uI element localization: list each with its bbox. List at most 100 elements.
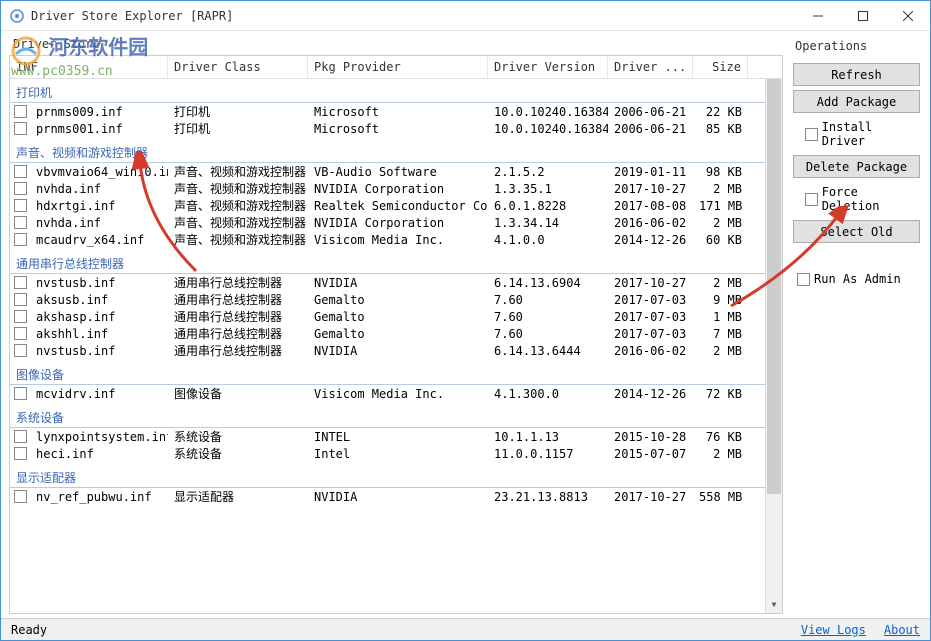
cell-version: 6.14.13.6444 <box>488 343 608 359</box>
cell-provider: Gemalto <box>308 292 488 308</box>
view-logs-link[interactable]: View Logs <box>801 623 866 637</box>
driver-row[interactable]: prnms009.inf打印机Microsoft10.0.10240.16384… <box>10 103 782 120</box>
cell-date: 2015-10-28 <box>608 429 693 445</box>
cell-inf: nvstusb.inf <box>30 275 168 291</box>
minimize-button[interactable] <box>795 1 840 30</box>
cell-class: 声音、视频和游戏控制器 <box>168 230 308 249</box>
maximize-button[interactable] <box>840 1 885 30</box>
row-checkbox[interactable] <box>10 233 30 246</box>
cell-size: 2 MB <box>693 275 748 291</box>
app-icon <box>9 8 25 24</box>
cell-inf: lynxpointsystem.inf <box>30 429 168 445</box>
cell-version: 10.0.10240.16384 <box>488 104 608 120</box>
cell-version: 10.0.10240.16384 <box>488 121 608 137</box>
cell-size: 1 MB <box>693 309 748 325</box>
cell-date: 2006-06-21 <box>608 121 693 137</box>
cell-date: 2006-06-21 <box>608 104 693 120</box>
row-checkbox[interactable] <box>10 216 30 229</box>
group-header[interactable]: 图像设备 <box>10 363 782 385</box>
driver-row[interactable]: nv_ref_pubwu.inf显示适配器NVIDIA23.21.13.8813… <box>10 488 782 505</box>
driver-row[interactable]: hdxrtgi.inf声音、视频和游戏控制器Realtek Semiconduc… <box>10 197 782 214</box>
row-checkbox[interactable] <box>10 447 30 460</box>
install-driver-checkbox[interactable]: Install Driver <box>793 117 920 151</box>
checkbox-icon <box>14 182 27 195</box>
driver-row[interactable]: nvhda.inf声音、视频和游戏控制器NVIDIA Corporation1.… <box>10 180 782 197</box>
cell-date: 2015-07-07 <box>608 446 693 462</box>
cell-inf: nv_ref_pubwu.inf <box>30 489 168 505</box>
column-header-driverDate[interactable]: Driver ... <box>608 56 693 78</box>
driver-row[interactable]: aksusb.inf通用串行总线控制器Gemalto7.602017-07-03… <box>10 291 782 308</box>
group-header[interactable]: 系统设备 <box>10 406 782 428</box>
cell-version: 6.14.13.6904 <box>488 275 608 291</box>
cell-size: 76 KB <box>693 429 748 445</box>
cell-version: 4.1.300.0 <box>488 386 608 402</box>
row-checkbox[interactable] <box>10 344 30 357</box>
cell-inf: nvhda.inf <box>30 181 168 197</box>
driver-list[interactable]: INFDriver ClassPkg ProviderDriver Versio… <box>9 55 783 614</box>
row-checkbox[interactable] <box>10 293 30 306</box>
column-header-driverVersion[interactable]: Driver Version <box>488 56 608 78</box>
row-checkbox[interactable] <box>10 276 30 289</box>
cell-provider: Gemalto <box>308 309 488 325</box>
row-checkbox[interactable] <box>10 310 30 323</box>
row-checkbox[interactable] <box>10 490 30 503</box>
driver-row[interactable]: heci.inf系统设备Intel11.0.0.11572015-07-072 … <box>10 445 782 462</box>
driver-row[interactable]: vbvmvaio64_win10.inf声音、视频和游戏控制器VB-Audio … <box>10 163 782 180</box>
refresh-button[interactable]: Refresh <box>793 63 920 86</box>
column-header-driverClass[interactable]: Driver Class <box>168 56 308 78</box>
driver-row[interactable]: prnms001.inf打印机Microsoft10.0.10240.16384… <box>10 120 782 137</box>
cell-size: 2 MB <box>693 181 748 197</box>
add-package-button[interactable]: Add Package <box>793 90 920 113</box>
column-header-size[interactable]: Size <box>693 56 748 78</box>
scroll-down-button[interactable]: ▼ <box>766 596 782 613</box>
cell-class: 显示适配器 <box>168 487 308 506</box>
row-checkbox[interactable] <box>10 387 30 400</box>
cell-size: 2 MB <box>693 343 748 359</box>
driver-row[interactable]: akshhl.inf通用串行总线控制器Gemalto7.602017-07-03… <box>10 325 782 342</box>
delete-package-button[interactable]: Delete Package <box>793 155 920 178</box>
cell-date: 2017-07-03 <box>608 326 693 342</box>
cell-provider: Visicom Media Inc. <box>308 232 488 248</box>
cell-provider: NVIDIA <box>308 489 488 505</box>
checkbox-icon <box>14 233 27 246</box>
row-checkbox[interactable] <box>10 122 30 135</box>
cell-provider: VB-Audio Software <box>308 164 488 180</box>
driver-row[interactable]: nvhda.inf声音、视频和游戏控制器NVIDIA Corporation1.… <box>10 214 782 231</box>
group-header[interactable]: 显示适配器 <box>10 466 782 488</box>
driver-row[interactable]: mcvidrv.inf图像设备Visicom Media Inc.4.1.300… <box>10 385 782 402</box>
scroll-thumb[interactable] <box>767 74 781 494</box>
checkbox-icon <box>14 293 27 306</box>
close-button[interactable] <box>885 1 930 30</box>
cell-inf: vbvmvaio64_win10.inf <box>30 164 168 180</box>
driver-row[interactable]: mcaudrv_x64.inf声音、视频和游戏控制器Visicom Media … <box>10 231 782 248</box>
group-header[interactable]: 打印机 <box>10 81 782 103</box>
driver-row[interactable]: akshasp.inf通用串行总线控制器Gemalto7.602017-07-0… <box>10 308 782 325</box>
driver-row[interactable]: nvstusb.inf通用串行总线控制器NVIDIA6.14.13.690420… <box>10 274 782 291</box>
vertical-scrollbar[interactable]: ▲ ▼ <box>765 56 782 613</box>
about-link[interactable]: About <box>884 623 920 637</box>
driver-row[interactable]: lynxpointsystem.inf系统设备INTEL10.1.1.13201… <box>10 428 782 445</box>
row-checkbox[interactable] <box>10 165 30 178</box>
group-header[interactable]: 通用串行总线控制器 <box>10 252 782 274</box>
row-checkbox[interactable] <box>10 430 30 443</box>
group-header[interactable]: 声音、视频和游戏控制器 <box>10 141 782 163</box>
checkbox-icon <box>14 105 27 118</box>
row-checkbox[interactable] <box>10 199 30 212</box>
checkbox-icon <box>797 273 810 286</box>
cell-date: 2016-06-02 <box>608 343 693 359</box>
cell-date: 2017-07-03 <box>608 292 693 308</box>
driver-row[interactable]: nvstusb.inf通用串行总线控制器NVIDIA6.14.13.644420… <box>10 342 782 359</box>
row-checkbox[interactable] <box>10 327 30 340</box>
cell-size: 22 KB <box>693 104 748 120</box>
run-as-admin-checkbox[interactable]: Run As Admin <box>793 269 920 289</box>
column-header-inf[interactable]: INF <box>10 56 168 78</box>
list-header: INFDriver ClassPkg ProviderDriver Versio… <box>10 56 782 79</box>
cell-class: 图像设备 <box>168 384 308 403</box>
row-checkbox[interactable] <box>10 182 30 195</box>
column-header-pkgProvider[interactable]: Pkg Provider <box>308 56 488 78</box>
cell-size: 60 KB <box>693 232 748 248</box>
force-deletion-checkbox[interactable]: Force Deletion <box>793 182 920 216</box>
row-checkbox[interactable] <box>10 105 30 118</box>
cell-inf: akshhl.inf <box>30 326 168 342</box>
select-old-button[interactable]: Select Old <box>793 220 920 243</box>
